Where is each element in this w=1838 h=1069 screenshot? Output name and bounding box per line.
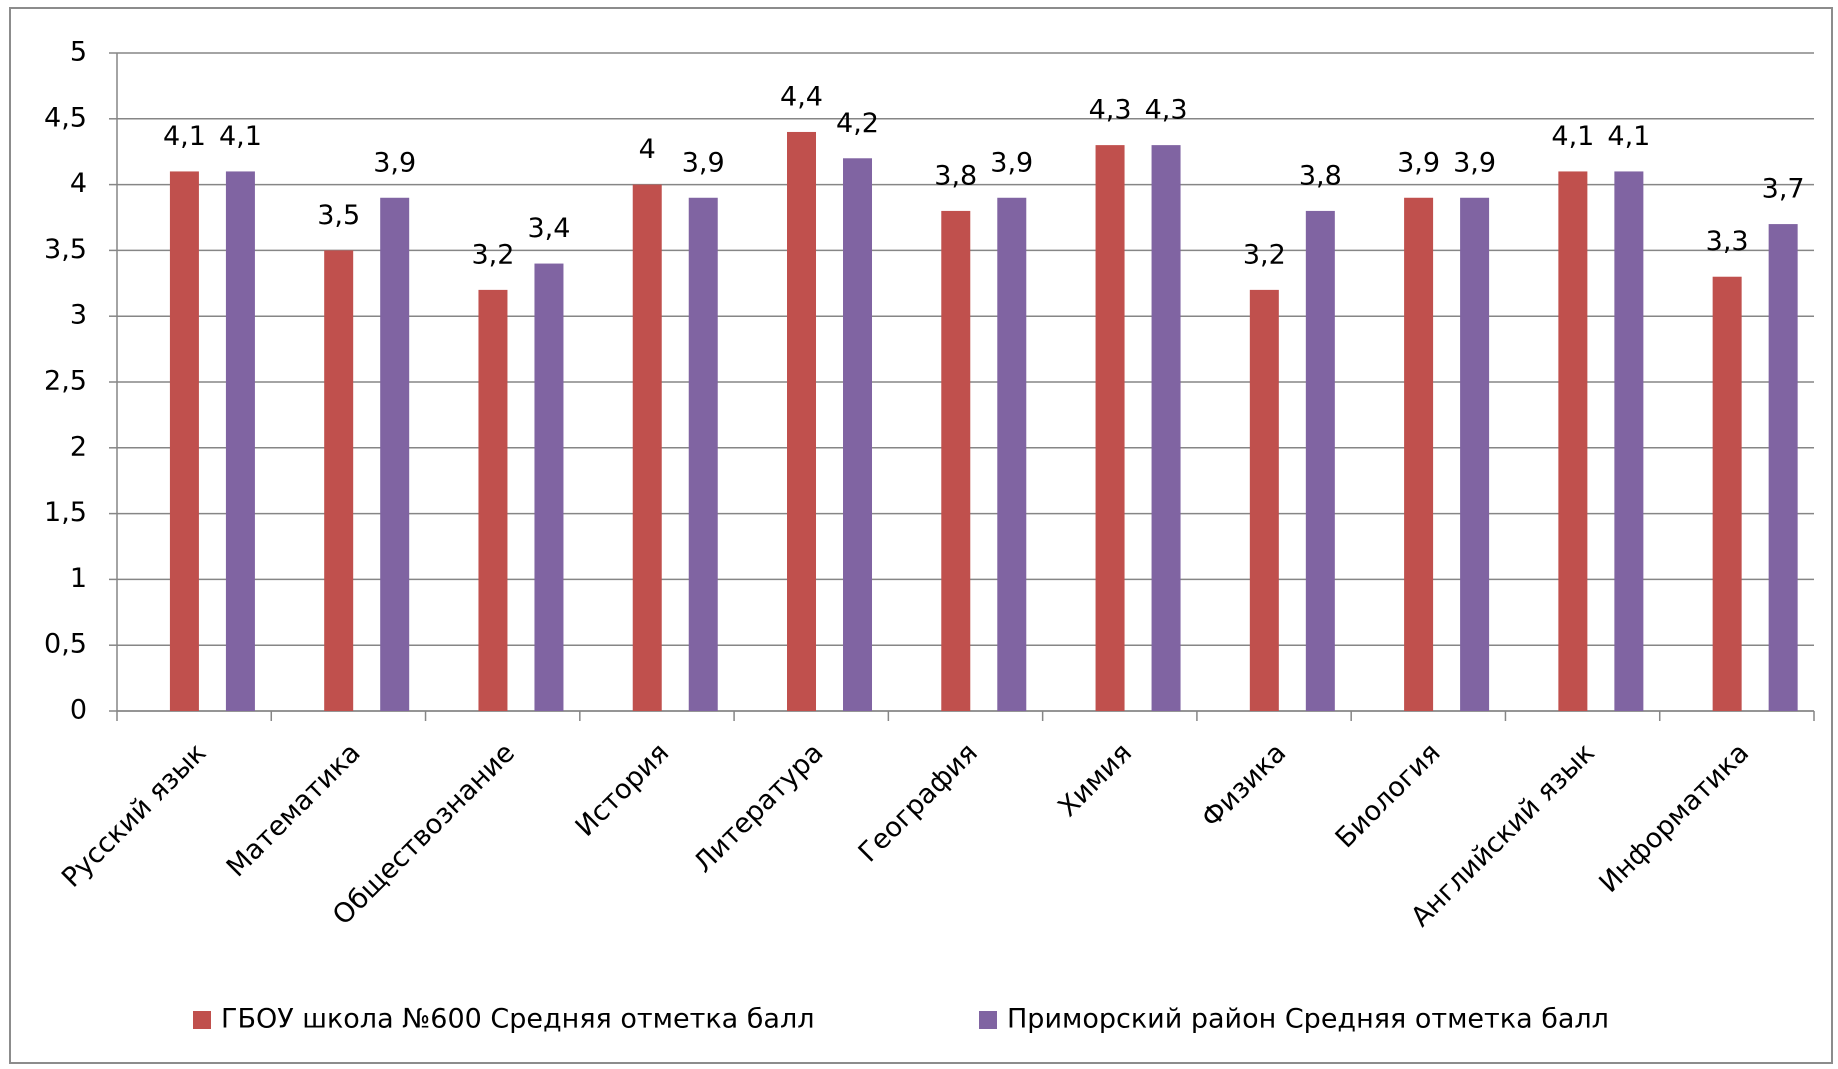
bar — [632, 184, 662, 712]
data-label: 3,9 — [682, 147, 725, 178]
y-tick-label: 0,5 — [44, 629, 87, 660]
data-label: 3,9 — [1453, 147, 1496, 178]
data-label: 3,4 — [527, 213, 570, 244]
legend-label: Приморский район Средняя отметка балл — [1007, 1004, 1609, 1035]
legend-swatch — [193, 1011, 211, 1029]
data-label: 4,2 — [836, 108, 879, 139]
data-label: 3,2 — [1243, 239, 1286, 270]
bar — [169, 171, 199, 711]
bar — [380, 197, 410, 711]
bar — [1460, 197, 1490, 711]
bar — [1305, 210, 1335, 712]
y-tick-label: 0 — [70, 695, 87, 726]
data-label: 3,5 — [317, 200, 360, 231]
bar — [1768, 224, 1798, 711]
data-label: 3,9 — [373, 147, 416, 178]
data-label: 4,1 — [1607, 121, 1650, 152]
y-tick-label: 4,5 — [44, 102, 87, 133]
data-label: 3,8 — [934, 160, 977, 191]
bar — [843, 158, 873, 711]
data-label: 4,3 — [1145, 95, 1188, 126]
y-tick-label: 1 — [70, 563, 87, 594]
bar — [1095, 145, 1125, 711]
bar — [534, 263, 564, 711]
data-label: 4,1 — [163, 121, 206, 152]
legend-label: ГБОУ школа №600 Средняя отметка балл — [221, 1004, 815, 1035]
bar — [1404, 197, 1434, 711]
y-tick-label: 4 — [70, 168, 87, 199]
bar — [225, 171, 255, 711]
data-label: 3,8 — [1299, 160, 1342, 191]
y-tick-label: 2,5 — [44, 366, 87, 397]
data-label: 3,2 — [471, 239, 514, 270]
data-label: 4,1 — [219, 121, 262, 152]
y-tick-label: 1,5 — [44, 497, 87, 528]
y-tick-label: 2 — [70, 431, 87, 462]
data-label: 3,3 — [1706, 226, 1749, 257]
bar — [1712, 276, 1742, 711]
bar — [941, 210, 971, 712]
data-label: 4,1 — [1551, 121, 1594, 152]
bar — [1614, 171, 1644, 711]
y-tick-label: 3 — [70, 300, 87, 331]
data-label: 3,9 — [1397, 147, 1440, 178]
bar — [688, 197, 718, 711]
bar — [324, 250, 354, 711]
data-label: 4 — [639, 134, 656, 165]
y-tick-label: 5 — [70, 37, 87, 68]
chart-frame — [9, 7, 1833, 1064]
legend-swatch — [979, 1011, 997, 1029]
bar — [787, 131, 817, 711]
bar — [1151, 145, 1181, 711]
bar — [1249, 289, 1279, 711]
bar — [1558, 171, 1588, 711]
data-label: 3,9 — [990, 147, 1033, 178]
data-label: 3,7 — [1762, 174, 1805, 205]
bar — [997, 197, 1027, 711]
data-label: 4,4 — [780, 81, 823, 112]
data-label: 4,3 — [1089, 95, 1132, 126]
y-tick-label: 3,5 — [44, 234, 87, 265]
bar — [478, 289, 508, 711]
